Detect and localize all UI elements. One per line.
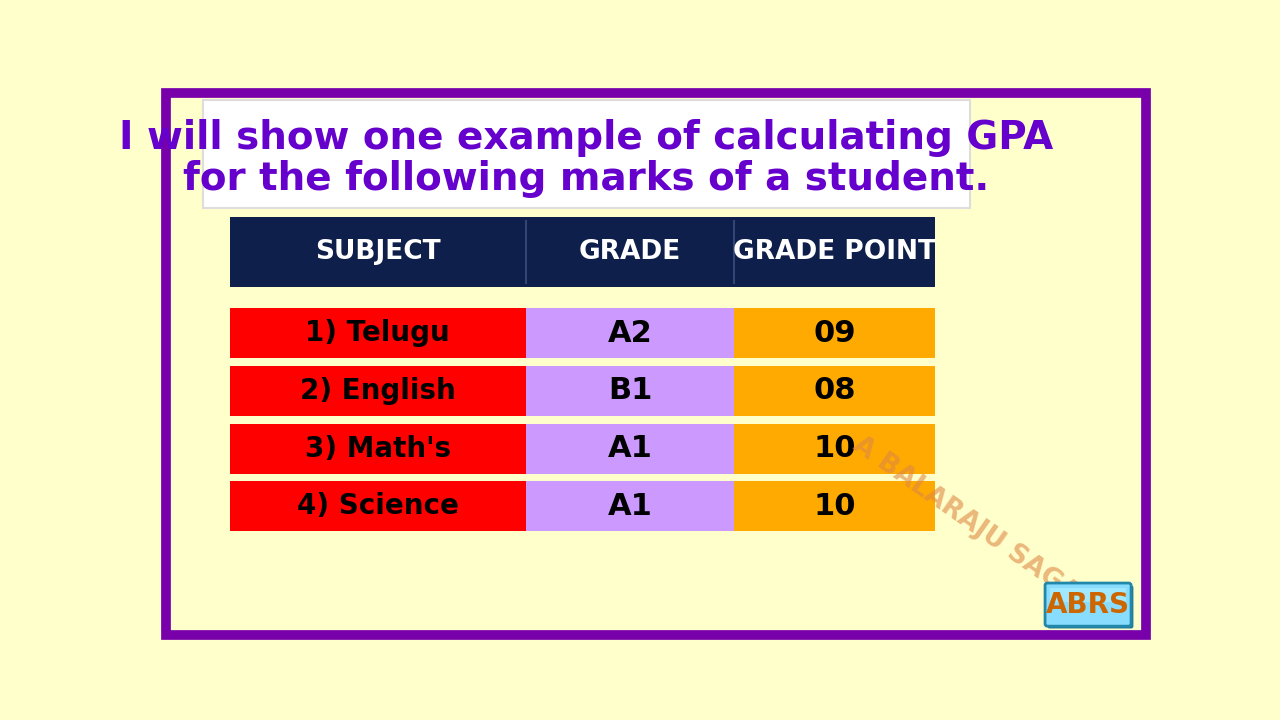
Text: 3) Math's: 3) Math's: [305, 435, 451, 463]
Text: 09: 09: [813, 319, 856, 348]
Text: 10: 10: [813, 492, 856, 521]
Bar: [526, 308, 733, 359]
Bar: [229, 482, 526, 531]
Bar: [229, 366, 526, 416]
FancyBboxPatch shape: [202, 100, 970, 208]
Bar: [733, 423, 934, 474]
Bar: [229, 308, 526, 359]
Text: GRADE POINT: GRADE POINT: [733, 239, 936, 265]
Text: B1: B1: [608, 377, 653, 405]
Text: 08: 08: [813, 377, 856, 405]
Text: for the following marks of a student.: for the following marks of a student.: [183, 160, 989, 198]
Bar: [526, 423, 733, 474]
Bar: [733, 308, 934, 359]
Text: ABRS: ABRS: [1046, 590, 1130, 618]
Bar: [733, 482, 934, 531]
Text: SUBJECT: SUBJECT: [315, 239, 440, 265]
Text: A1: A1: [608, 434, 653, 463]
Text: A2: A2: [608, 319, 653, 348]
Text: A1: A1: [608, 492, 653, 521]
FancyBboxPatch shape: [1044, 583, 1132, 626]
Text: 4) Science: 4) Science: [297, 492, 458, 521]
Bar: [733, 366, 934, 416]
FancyBboxPatch shape: [1047, 585, 1133, 629]
Text: I will show one example of calculating GPA: I will show one example of calculating G…: [119, 119, 1053, 157]
Bar: [526, 482, 733, 531]
Text: 2) English: 2) English: [300, 377, 456, 405]
Text: A BALARAJU SAGAR: A BALARAJU SAGAR: [847, 431, 1100, 619]
Bar: [1051, 588, 1125, 602]
Bar: [229, 423, 526, 474]
FancyBboxPatch shape: [166, 93, 1146, 634]
Bar: [526, 366, 733, 416]
Text: 10: 10: [813, 434, 856, 463]
Text: GRADE: GRADE: [579, 239, 681, 265]
Bar: [229, 217, 934, 287]
Text: 1) Telugu: 1) Telugu: [306, 319, 451, 347]
